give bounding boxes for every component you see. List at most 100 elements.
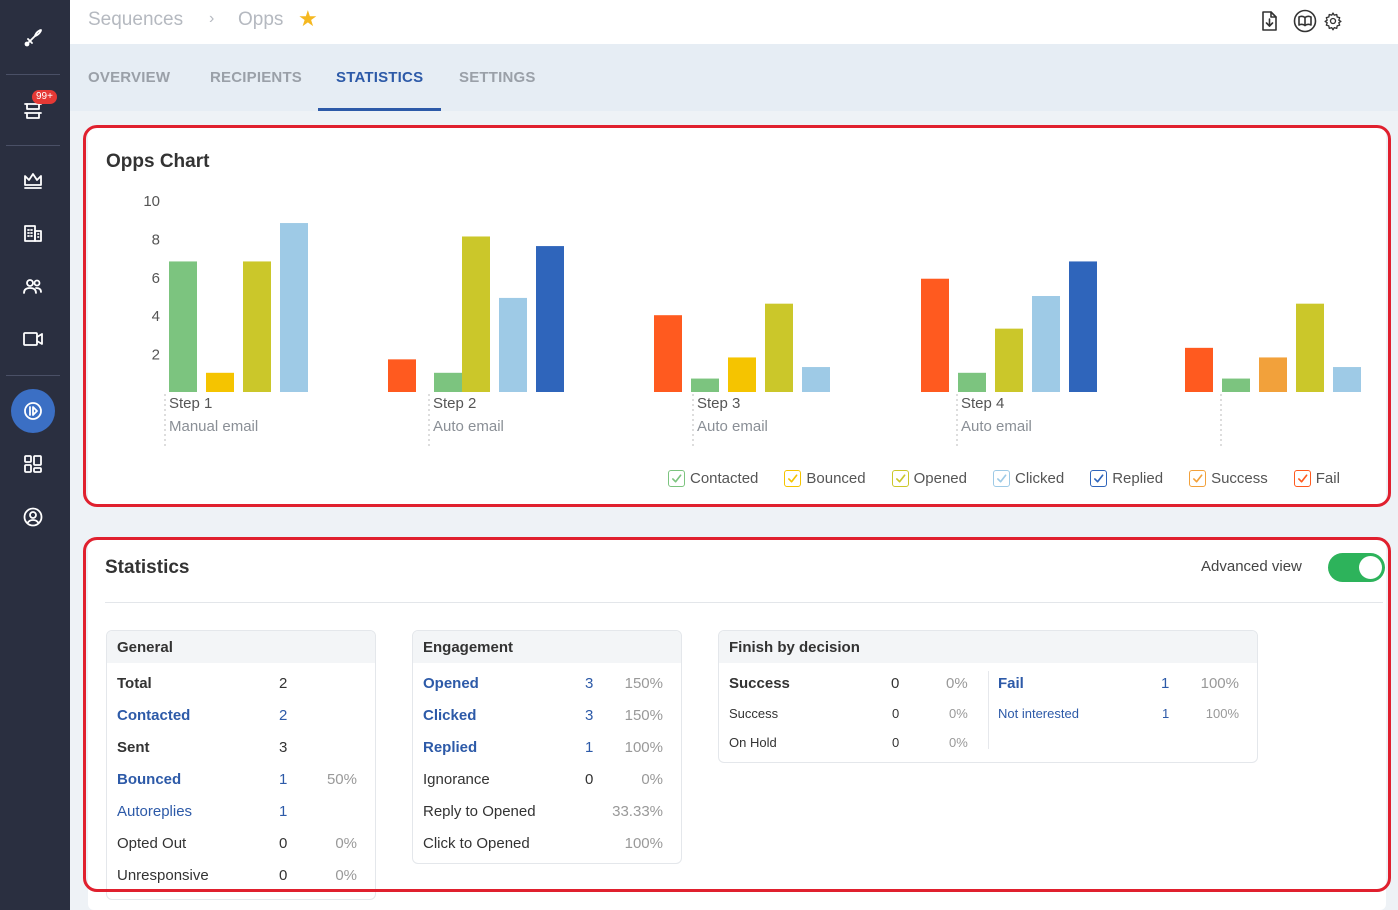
stat-link-fail[interactable]: Fail xyxy=(998,675,1024,692)
sidebar-divider xyxy=(6,375,60,376)
stat-link-autoreplies[interactable]: Autoreplies xyxy=(117,803,193,820)
stat-count[interactable]: 1 xyxy=(1162,706,1170,721)
sequence-icon[interactable] xyxy=(15,393,51,429)
legend-label: Success xyxy=(1211,469,1268,487)
finish-row-success: Success 0 0% xyxy=(719,706,1257,728)
y-tick-label: 2 xyxy=(152,347,160,364)
legend-checkbox-icon[interactable] xyxy=(784,469,802,487)
stat-label: Reply to Opened xyxy=(423,803,536,820)
stat-count: 3 xyxy=(279,739,288,756)
chart-bar xyxy=(499,297,527,392)
category-label: Step 4 xyxy=(961,395,1004,412)
tab-settings[interactable]: SETTINGS xyxy=(459,69,536,86)
stat-label: Success xyxy=(729,675,790,692)
stat-row-contacted[interactable]: Contacted 2 xyxy=(107,707,375,729)
legend-checkbox-icon[interactable] xyxy=(1189,469,1207,487)
tab-bar: OVERVIEW RECIPIENTS STATISTICS SETTINGS xyxy=(70,44,1398,111)
export-file-icon[interactable] xyxy=(1256,8,1282,34)
legend-checkbox-icon[interactable] xyxy=(993,469,1010,487)
stat-count: 2 xyxy=(279,675,288,692)
legend-checkbox-icon[interactable] xyxy=(1293,469,1311,487)
chart-bar xyxy=(1222,378,1250,392)
legend-item[interactable]: Fail xyxy=(1293,469,1340,487)
stat-row-total: Total 2 xyxy=(107,675,375,697)
stat-link-clicked[interactable]: Clicked xyxy=(423,707,477,724)
legend-item[interactable]: Replied xyxy=(1090,469,1164,487)
legend-item[interactable]: Contacted xyxy=(668,469,758,487)
stat-count: 0 xyxy=(279,835,288,852)
legend-label: Bounced xyxy=(806,469,866,487)
building-icon[interactable] xyxy=(15,215,51,251)
legend-label: Clicked xyxy=(1015,469,1065,487)
stat-count[interactable]: 1 xyxy=(1161,675,1170,692)
chart-bar xyxy=(462,236,490,392)
finish-row-on-hold: On Hold 0 0% xyxy=(719,735,1257,757)
stat-label: Unresponsive xyxy=(117,867,209,884)
sidebar-divider xyxy=(6,74,60,75)
legend-item[interactable]: Bounced xyxy=(784,469,866,487)
opps-bar-chart: 10 8 6 4 2 Step 1 Manual email Step 2 Auto email… xyxy=(143,193,1361,448)
stat-row-replied[interactable]: Replied 1 100% xyxy=(413,739,681,761)
tab-statistics[interactable]: STATISTICS xyxy=(336,69,424,86)
stat-percent: 100% xyxy=(1200,675,1239,692)
legend-item[interactable]: Clicked xyxy=(993,469,1065,487)
crown-icon[interactable] xyxy=(15,162,51,198)
stat-count[interactable]: 2 xyxy=(279,707,288,724)
video-icon[interactable] xyxy=(15,321,51,357)
stat-row-clicked[interactable]: Clicked 3 150% xyxy=(413,707,681,729)
tab-recipients[interactable]: RECIPIENTS xyxy=(210,69,303,86)
stat-count: 0 xyxy=(585,771,594,788)
advanced-view-label: Advanced view xyxy=(1201,558,1302,575)
breadcrumb-sequences[interactable]: Sequences xyxy=(88,9,184,30)
stat-row-opened[interactable]: Opened 3 150% xyxy=(413,675,681,697)
stat-row-opted-out: Opted Out 0 0% xyxy=(107,835,375,857)
legend-item[interactable]: Success xyxy=(1189,469,1268,487)
legend-label: Fail xyxy=(1315,469,1340,487)
apps-icon[interactable] xyxy=(15,446,51,482)
finish-row-fail-total[interactable]: Fail 1 100% xyxy=(719,675,1257,697)
tasks-icon[interactable] xyxy=(15,92,51,128)
stat-row-autoreplies[interactable]: Autoreplies 1 xyxy=(107,803,375,825)
user-circle-icon[interactable] xyxy=(15,499,51,535)
book-icon[interactable] xyxy=(1292,8,1318,34)
chart-bar xyxy=(1259,357,1287,392)
sidebar: 99+ xyxy=(0,0,70,910)
stat-count[interactable]: 3 xyxy=(585,707,594,724)
chart-bar xyxy=(280,223,308,392)
stat-count: 0 xyxy=(891,675,900,692)
y-tick-label: 10 xyxy=(143,193,160,210)
logo-icon[interactable] xyxy=(15,20,51,56)
chart-bar xyxy=(1333,367,1361,392)
stat-count[interactable]: 3 xyxy=(585,675,594,692)
category-label: Step 1 xyxy=(169,395,212,412)
chart-bar xyxy=(388,359,416,392)
stat-percent: 0% xyxy=(946,675,968,692)
favorite-star-icon[interactable]: ★ xyxy=(298,6,318,31)
stat-link-contacted[interactable]: Contacted xyxy=(117,707,191,724)
legend-checkbox-icon[interactable] xyxy=(1090,469,1108,487)
legend-checkbox-icon[interactable] xyxy=(891,469,909,487)
legend-checkbox-icon[interactable] xyxy=(668,469,685,487)
stat-count[interactable]: 1 xyxy=(279,803,288,820)
stat-count[interactable]: 1 xyxy=(585,739,594,756)
stat-percent: 50% xyxy=(326,771,357,788)
stat-link-not-interested[interactable]: Not interested xyxy=(998,706,1079,721)
stat-link-replied[interactable]: Replied xyxy=(423,739,478,756)
finish-row-success-total: Success 0 0% xyxy=(719,675,1257,697)
chart-bar xyxy=(206,372,234,392)
chart-bar xyxy=(802,367,830,392)
stat-label: Opted Out xyxy=(117,835,187,852)
tab-overview[interactable]: OVERVIEW xyxy=(88,69,171,86)
finish-panel-title: Finish by decision xyxy=(719,631,1257,663)
stat-count[interactable]: 1 xyxy=(279,771,288,788)
stat-link-bounced[interactable]: Bounced xyxy=(117,771,182,788)
stat-percent: 0% xyxy=(335,835,357,852)
advanced-view-toggle[interactable] xyxy=(1328,553,1385,582)
stat-link-opened[interactable]: Opened xyxy=(423,675,479,692)
legend-item[interactable]: Opened xyxy=(891,469,967,487)
stat-row-bounced[interactable]: Bounced 1 50% xyxy=(107,771,375,793)
finish-row-not-interested[interactable]: Not interested 1 100% xyxy=(719,706,1257,728)
legend-label: Replied xyxy=(1112,469,1164,487)
gear-icon[interactable] xyxy=(1320,8,1346,34)
people-icon[interactable] xyxy=(15,268,51,304)
